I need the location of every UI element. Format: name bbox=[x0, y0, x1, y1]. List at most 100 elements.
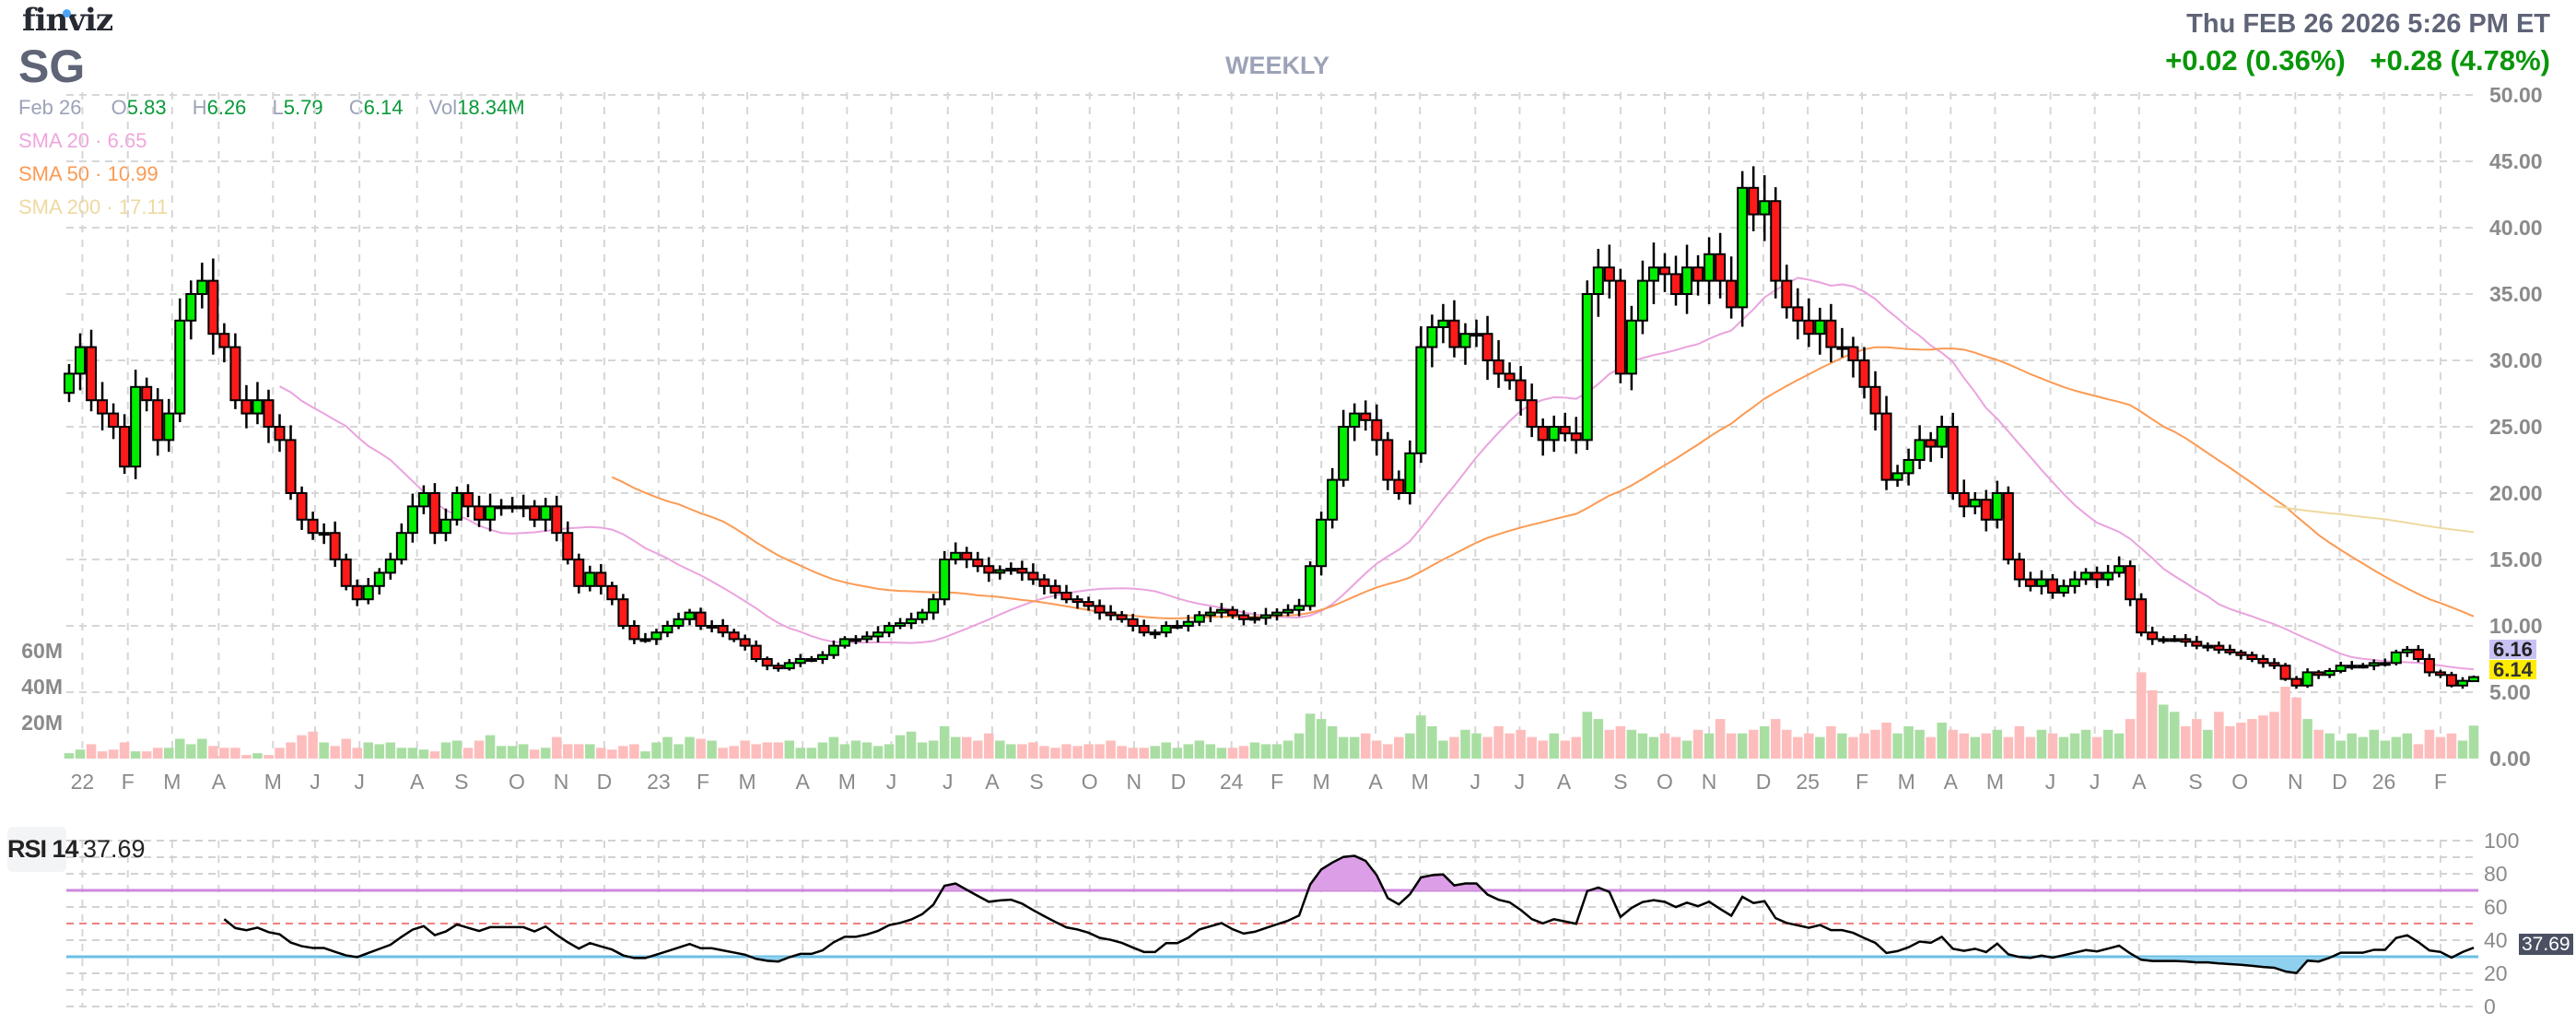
candle-body bbox=[606, 584, 618, 601]
candle-body bbox=[1858, 359, 1870, 388]
volume-bar bbox=[175, 738, 185, 759]
candle-body bbox=[2169, 638, 2181, 642]
month-label: S bbox=[1613, 770, 1627, 794]
volume-bar bbox=[1992, 729, 2003, 759]
high-value: 6.26 bbox=[206, 96, 247, 119]
volume-bar bbox=[396, 748, 407, 759]
volume-bar bbox=[1748, 729, 1759, 759]
volume-bar bbox=[651, 742, 662, 759]
candle-body bbox=[462, 492, 474, 508]
volume-bar bbox=[784, 740, 795, 759]
volume-bar bbox=[286, 742, 296, 759]
volume-bar bbox=[1759, 725, 1770, 759]
candle-body bbox=[884, 625, 896, 634]
volume-bar bbox=[1538, 740, 1548, 759]
volume-bar bbox=[2036, 729, 2047, 759]
volume-bar bbox=[1782, 729, 1792, 759]
sma50-legend[interactable]: SMA 50 · 10.99 bbox=[18, 162, 158, 185]
candle-body bbox=[1991, 492, 2003, 521]
candle-body bbox=[2301, 671, 2313, 687]
volume-bar bbox=[1681, 740, 1692, 759]
candle-body bbox=[1459, 333, 1471, 348]
volume-bar bbox=[2003, 736, 2014, 759]
candle-body bbox=[662, 625, 673, 634]
volume-bar bbox=[275, 748, 285, 759]
candle-body bbox=[906, 618, 918, 625]
candle-body bbox=[196, 279, 208, 296]
volume-bar bbox=[1349, 736, 1360, 759]
price-change: +0.02 (0.36%) +0.28 (4.78%) bbox=[2149, 44, 2550, 77]
open-label: O bbox=[111, 96, 127, 119]
candle-body bbox=[2136, 598, 2148, 634]
candle-body bbox=[1792, 306, 1804, 322]
sma200-legend[interactable]: SMA 200 · 17.11 bbox=[18, 195, 168, 218]
candle-body bbox=[2002, 492, 2014, 560]
volume-bar bbox=[1715, 719, 1726, 759]
volume-bar bbox=[2302, 719, 2313, 759]
volume-bar bbox=[2457, 740, 2468, 759]
sma20-legend[interactable]: SMA 20 · 6.65 bbox=[18, 129, 146, 152]
volume-bar bbox=[2380, 740, 2391, 759]
volume-bar bbox=[2225, 725, 2235, 759]
candle-body bbox=[1237, 614, 1249, 620]
candle-body bbox=[2102, 571, 2114, 581]
candle-body bbox=[2091, 571, 2103, 581]
month-label: S bbox=[454, 770, 468, 794]
candle-body bbox=[2235, 651, 2247, 656]
candle-body bbox=[805, 658, 817, 662]
volume-bar bbox=[407, 748, 418, 759]
volume-bar bbox=[130, 751, 141, 759]
month-label: M bbox=[1411, 770, 1429, 794]
volume-bar bbox=[1227, 748, 1238, 759]
candle-body bbox=[1715, 253, 1727, 282]
logo-dot bbox=[63, 9, 71, 18]
candle-body bbox=[185, 293, 197, 322]
candle-body bbox=[1215, 608, 1227, 614]
volume-bar bbox=[917, 742, 928, 759]
volume-bar bbox=[1106, 740, 1116, 759]
month-label: O bbox=[509, 770, 525, 794]
volume-bar bbox=[1394, 736, 1404, 759]
rsi-indicator-label[interactable]: RSI 14 bbox=[7, 827, 79, 872]
month-label: A bbox=[1368, 770, 1383, 794]
volume-bar bbox=[197, 738, 207, 759]
candle-body bbox=[218, 333, 230, 348]
candle-body bbox=[2368, 662, 2380, 667]
volume-bar bbox=[2147, 689, 2158, 759]
candle-body bbox=[673, 618, 685, 627]
candle-body bbox=[1171, 625, 1183, 629]
candle-body bbox=[1259, 614, 1271, 619]
rsi-oversold-fill bbox=[224, 957, 2474, 973]
volume-bar bbox=[1704, 733, 1715, 759]
candle-body bbox=[474, 505, 486, 521]
volume-bar bbox=[1804, 733, 1814, 759]
month-label: N bbox=[1127, 770, 1142, 794]
candle-body bbox=[2357, 665, 2369, 669]
candle-body bbox=[1481, 333, 1493, 362]
candle-body bbox=[130, 385, 142, 468]
volume-bar bbox=[973, 740, 983, 759]
volume-bar bbox=[596, 748, 606, 759]
volume-bar bbox=[574, 744, 584, 759]
volume-bar bbox=[2102, 729, 2113, 759]
volume-bar bbox=[551, 736, 562, 759]
candle-body bbox=[1027, 571, 1039, 581]
rsi-overbought-fill bbox=[224, 855, 2474, 890]
volume-bar bbox=[241, 755, 252, 759]
candle-body bbox=[1559, 426, 1571, 435]
candle-body bbox=[1570, 432, 1582, 441]
ohlc-readout: Feb 26 O5.83 H6.26 L5.79 C6.14 Vol18.34M bbox=[18, 96, 545, 119]
candle-body bbox=[1016, 568, 1028, 574]
month-label: F bbox=[122, 770, 135, 794]
candle-body bbox=[428, 492, 440, 535]
candle-body bbox=[417, 492, 429, 508]
candle-body bbox=[1226, 608, 1238, 617]
candle-body bbox=[983, 565, 995, 574]
volume-bar bbox=[2113, 733, 2125, 759]
candle-body bbox=[2057, 584, 2069, 594]
candle-body bbox=[174, 319, 186, 415]
volume-bar bbox=[319, 742, 329, 759]
volume-bar bbox=[1238, 746, 1249, 759]
candle-body bbox=[1614, 279, 1626, 375]
